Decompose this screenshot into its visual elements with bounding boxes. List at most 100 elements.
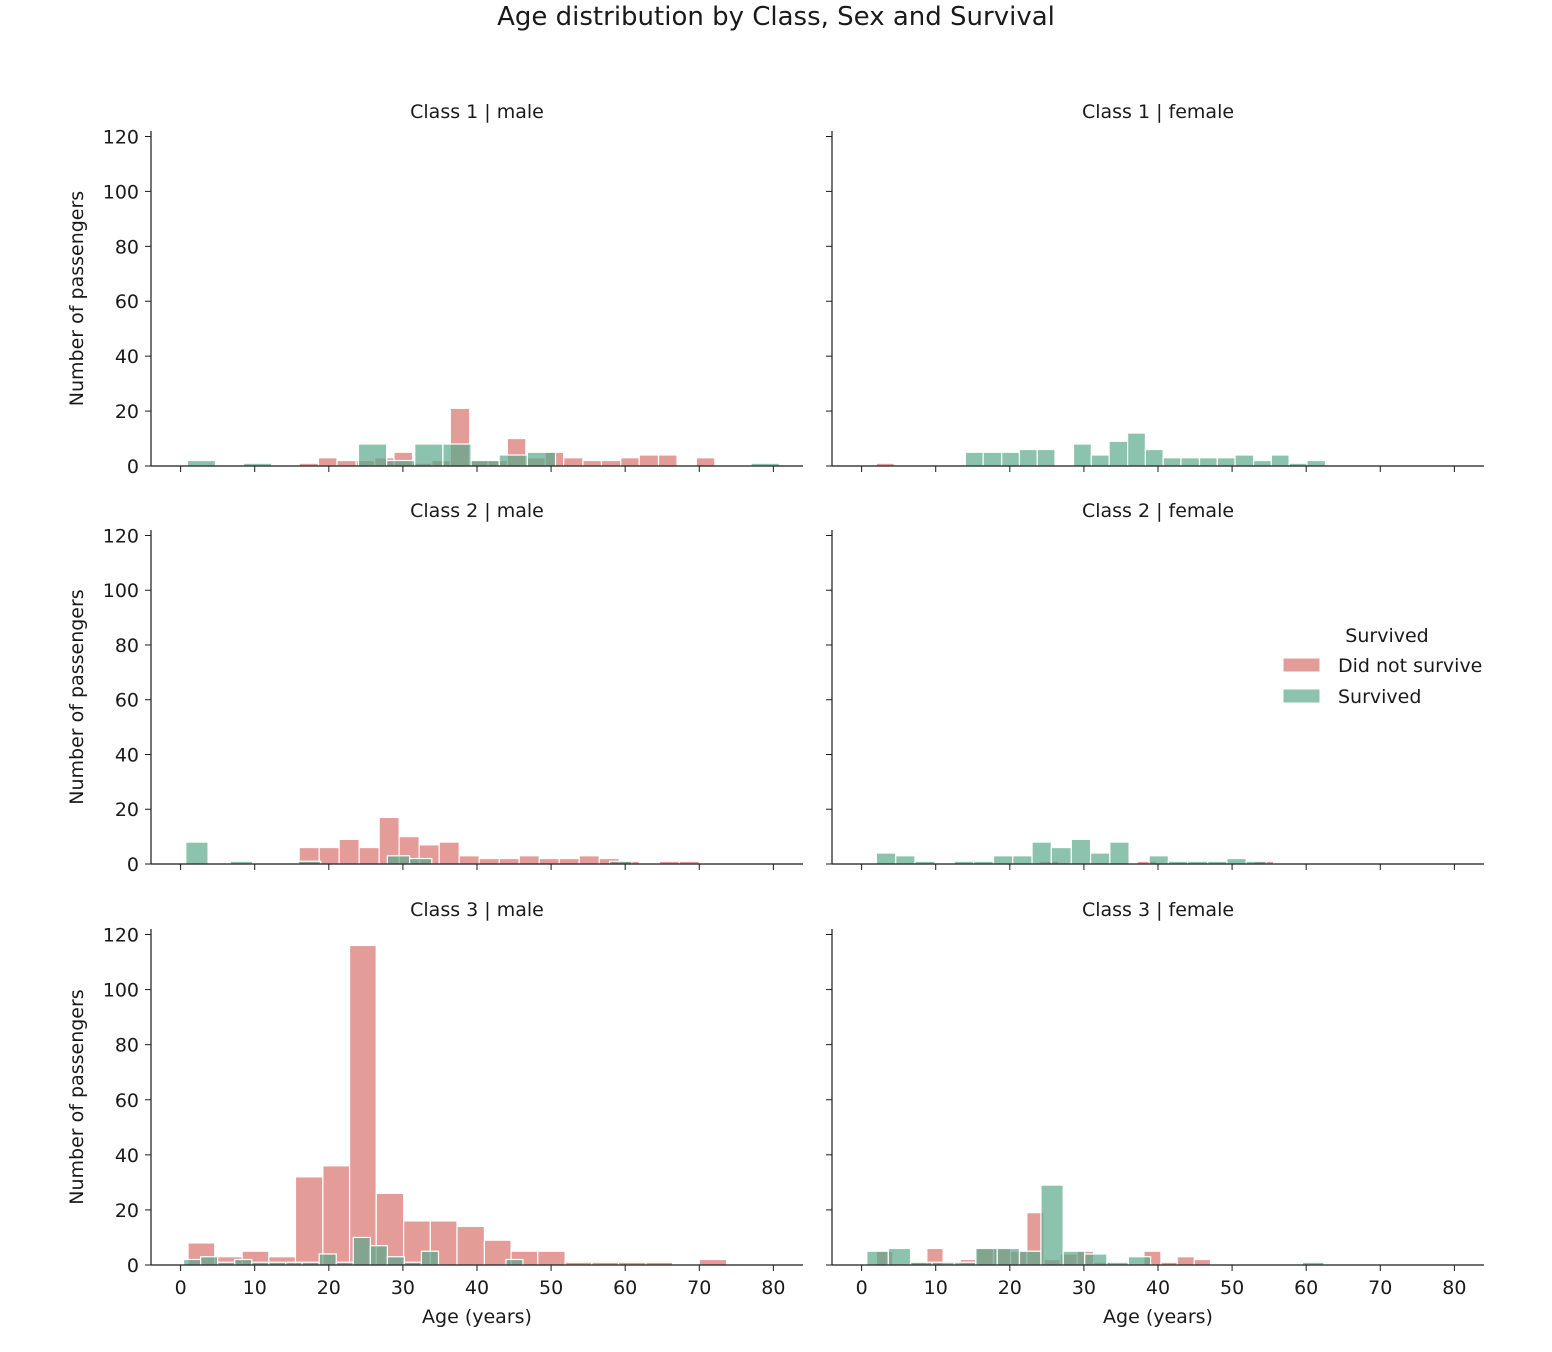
y-tick-label: 40: [115, 346, 139, 368]
bar-survived: [352, 1236, 371, 1266]
bar-survived: [875, 852, 897, 865]
bar-survived: [498, 454, 528, 467]
bar-survived: [1162, 457, 1182, 467]
bar-survived: [1270, 454, 1290, 467]
bar-did-not-survive: [456, 1225, 486, 1266]
bar-survived: [1216, 457, 1236, 467]
panel-title: Class 1 | male: [410, 101, 544, 123]
y-tick-label: 80: [115, 1035, 139, 1057]
bar-survived: [975, 1247, 998, 1266]
y-tick-label: 20: [115, 799, 139, 821]
panels: Class 1 | male 0 20 40 60 80 100 120 Number of p…: [66, 101, 1484, 1328]
panel-title: Class 3 | male: [410, 899, 544, 921]
legend-label-survived: Survived: [1338, 686, 1421, 708]
bar-survived: [887, 1247, 912, 1266]
bar-survived: [1252, 459, 1272, 467]
bar-did-not-survive: [582, 459, 603, 467]
bar-survived: [1108, 440, 1129, 467]
bar-survived: [996, 1247, 1021, 1266]
bar-did-not-survive: [558, 857, 580, 865]
x-tick-label: 30: [391, 1277, 415, 1299]
bar-did-not-survive: [538, 857, 560, 865]
bar-did-not-survive: [498, 857, 520, 865]
x-tick-label: 60: [613, 1277, 637, 1299]
bar-survived: [234, 1258, 253, 1266]
bar-survived: [369, 1245, 388, 1266]
bar-did-not-survive: [698, 1258, 728, 1266]
bar-did-not-survive: [657, 454, 678, 467]
bar-survived: [318, 1253, 337, 1266]
y-tick-label: 60: [115, 291, 139, 313]
panel-1: Class 1 | male 0 20 40 60 80 100 120 Number of p…: [66, 101, 803, 478]
bar-survived: [1226, 857, 1247, 865]
bar-survived: [1040, 1184, 1064, 1266]
bar-survived: [1018, 448, 1038, 467]
bar-survived: [1018, 1250, 1042, 1266]
x-tick-label: 40: [1146, 1277, 1170, 1299]
bar-survived: [1234, 454, 1255, 467]
bar-survived: [386, 459, 416, 467]
bar-survived: [1198, 457, 1218, 467]
legend-swatch-survived: [1282, 688, 1321, 704]
y-axis-label: Number of passengers: [66, 589, 88, 804]
bar-survived: [386, 855, 411, 865]
y-tick-label: 80: [115, 236, 139, 258]
y-tick-label: 100: [103, 580, 139, 602]
x-tick-label: 80: [1442, 1277, 1466, 1299]
bar-survived: [1036, 448, 1056, 467]
bar-survived: [1070, 838, 1092, 865]
bar-did-not-survive: [578, 855, 600, 865]
y-tick-label: 100: [103, 181, 139, 203]
y-tick-label: 80: [115, 635, 139, 657]
y-tick-label: 120: [103, 925, 139, 947]
x-tick-label: 50: [539, 1277, 563, 1299]
legend-title: Survived: [1345, 625, 1428, 647]
y-tick-label: 100: [103, 980, 139, 1002]
bar-did-not-survive: [695, 457, 716, 467]
panel-title: Class 2 | male: [410, 500, 544, 522]
bar-did-not-survive: [336, 459, 357, 467]
bar-survived: [186, 459, 217, 467]
bar-did-not-survive: [537, 1250, 566, 1266]
x-tick-label: 20: [317, 1277, 341, 1299]
bar-survived: [442, 443, 472, 467]
bar-did-not-survive: [318, 846, 340, 865]
y-tick-label: 20: [115, 401, 139, 423]
bar-did-not-survive: [458, 855, 480, 865]
bar-did-not-survive: [518, 855, 540, 865]
bar-did-not-survive: [620, 457, 640, 467]
bar-did-not-survive: [1176, 1256, 1195, 1266]
y-tick-label: 120: [103, 126, 139, 148]
panel-title: Class 1 | female: [1082, 101, 1234, 123]
bar-survived: [408, 857, 433, 865]
bar-survived: [964, 451, 984, 467]
bar-did-not-survive: [317, 457, 338, 467]
panel-4: Class 2 | female: [826, 500, 1484, 870]
bar-did-not-survive: [563, 457, 584, 467]
y-tick-label: 0: [127, 854, 139, 876]
bar-survived: [982, 451, 1003, 467]
bar-survived: [1148, 855, 1169, 865]
bar-survived: [185, 841, 209, 865]
bar-survived: [895, 855, 916, 865]
bar-did-not-survive: [429, 1220, 458, 1266]
bar-survived: [1127, 432, 1146, 467]
bar-survived: [200, 1256, 219, 1266]
y-tick-label: 60: [115, 690, 139, 712]
bar-survived: [505, 1258, 524, 1266]
x-tick-label: 70: [687, 1277, 711, 1299]
bar-survived: [1127, 1256, 1152, 1266]
x-tick-label: 0: [175, 1277, 187, 1299]
bar-survived: [1144, 448, 1164, 467]
bar-did-not-survive: [348, 944, 377, 1266]
x-axis-label: Age (years): [422, 1306, 532, 1328]
bar-survived: [1062, 1250, 1086, 1266]
bar-survived: [183, 1258, 202, 1266]
x-tick-label: 20: [998, 1277, 1022, 1299]
x-tick-label: 70: [1368, 1277, 1392, 1299]
bar-survived: [1072, 443, 1092, 467]
bar-survived: [1180, 457, 1201, 467]
bar-survived: [386, 1256, 405, 1266]
bar-survived: [1306, 459, 1327, 467]
y-tick-label: 0: [127, 1255, 139, 1277]
